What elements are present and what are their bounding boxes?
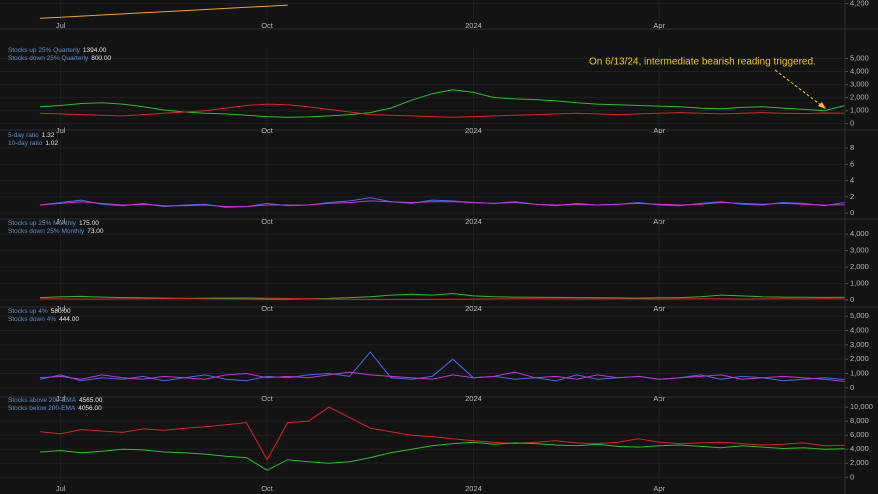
y-tick-label: 0 (850, 472, 854, 481)
series-line (39, 406, 846, 461)
legend-name: Stocks up 25% Monthly (8, 220, 77, 227)
y-tick-label: 4,000 (850, 229, 869, 238)
series-line (39, 297, 846, 300)
x-tick-label: 2024 (465, 126, 482, 135)
series-line (39, 200, 846, 208)
legend-entry: Stocks up 4% 580.00 (8, 308, 71, 315)
legend-name: Stocks above 200-EMA (8, 397, 77, 404)
x-tick-label: 2024 (465, 304, 482, 313)
x-tick-label: 2024 (465, 484, 482, 493)
y-tick-label: 0 (850, 295, 854, 304)
y-tick-label: 2 (850, 192, 854, 201)
y-tick-label: 4,000 (850, 325, 869, 334)
x-tick-label: Oct (261, 126, 274, 135)
legend-value: 1394.00 (83, 47, 107, 54)
x-tick-label: Jul (56, 21, 66, 30)
x-tick-label: Oct (261, 304, 274, 313)
legend-value: 1.02 (45, 140, 58, 147)
legend-entry: Stocks above 200-EMA 4565.00 (8, 397, 103, 404)
y-tick-label: 3,000 (850, 340, 869, 349)
legend-name: Stocks down 25% Quarterly (8, 55, 89, 62)
x-tick-label: Oct (261, 21, 274, 30)
series-line (39, 351, 846, 382)
y-tick-label: 2,000 (850, 262, 869, 271)
legend-name: Stocks up 25% Quarterly (8, 47, 81, 54)
x-tick-label: 2024 (465, 21, 482, 30)
series-line (39, 441, 846, 471)
x-tick-label: Apr (653, 304, 665, 313)
x-tick-label: Oct (261, 484, 274, 493)
series-line (39, 89, 846, 118)
y-tick-label: 2,000 (850, 93, 869, 102)
series-line (39, 103, 846, 118)
legend-value: 800.00 (91, 55, 111, 62)
x-tick-label: Jul (56, 484, 66, 493)
legend-name: Stocks up 4% (8, 308, 48, 315)
y-tick-label: 4,000 (850, 66, 869, 75)
y-tick-label: 10,000 (850, 402, 873, 411)
y-tick-label: 4 (850, 176, 854, 185)
y-tick-label: 2,000 (850, 458, 869, 467)
legend-value: 4056.00 (78, 405, 102, 412)
legend-value: 580.00 (51, 308, 71, 315)
legend-value: 444.00 (59, 316, 79, 323)
legend-value: 73.00 (87, 228, 104, 235)
y-tick-label: 0 (850, 119, 854, 128)
y-tick-label: 5,000 (850, 53, 869, 62)
legend-value: 175.00 (79, 220, 99, 227)
legend-entry: Stocks down 25% Quarterly 800.00 (8, 55, 111, 62)
y-tick-label: 1,000 (850, 368, 869, 377)
y-tick-label: 1,000 (850, 106, 869, 115)
y-tick-label: 3,000 (850, 80, 869, 89)
series-line (39, 371, 846, 382)
y-tick-label: 8,000 (850, 416, 869, 425)
series-line (39, 4, 288, 19)
annotation: On 6/13/24, intermediate bearish reading… (589, 57, 816, 68)
legend-entry: Stocks down 25% Monthly 73.00 (8, 228, 104, 235)
legend-entry: Stocks below 200-EMA 4056.00 (8, 405, 102, 412)
y-tick-label: 1,000 (850, 279, 869, 288)
y-tick-label: 0 (850, 383, 854, 392)
x-tick-label: Jul (56, 126, 66, 135)
legend-entry: Stocks down 4% 444.00 (8, 316, 79, 323)
y-tick-label: 5,000 (850, 311, 869, 320)
y-tick-label: 3,000 (850, 246, 869, 255)
legend-value: 4565.00 (79, 397, 103, 404)
x-tick-label: Apr (653, 484, 665, 493)
y-tick-label: 8 (850, 143, 854, 152)
legend-name: 10-day ratio (8, 140, 43, 147)
legend-name: Stocks down 4% (8, 316, 56, 323)
x-tick-label: Jul (56, 304, 66, 313)
y-tick-label: 6,000 (850, 430, 869, 439)
x-tick-label: Apr (653, 21, 665, 30)
legend-name: Stocks down 25% Monthly (8, 228, 85, 235)
y-tick-label: 4,000 (850, 444, 869, 453)
y-tick-label: 6 (850, 159, 854, 168)
annotation-arrowhead (818, 102, 826, 109)
legend-entry: Stocks up 25% Quarterly 1394.00 (8, 47, 107, 54)
legend-name: Stocks below 200-EMA (8, 405, 76, 412)
legend-entry: 5-day ratio 1.32 (8, 132, 55, 139)
y-tick-label: 4,200 (850, 0, 869, 8)
legend-entry: Stocks up 25% Monthly 175.00 (8, 220, 99, 227)
annotation-arrow (774, 69, 827, 110)
y-tick-label: 2,000 (850, 354, 869, 363)
legend-name: 5-day ratio (8, 132, 39, 139)
y-tick-label: 0 (850, 208, 854, 217)
legend-value: 1.32 (42, 132, 55, 139)
x-tick-label: Apr (653, 126, 665, 135)
legend-entry: 10-day ratio 1.02 (8, 140, 58, 147)
